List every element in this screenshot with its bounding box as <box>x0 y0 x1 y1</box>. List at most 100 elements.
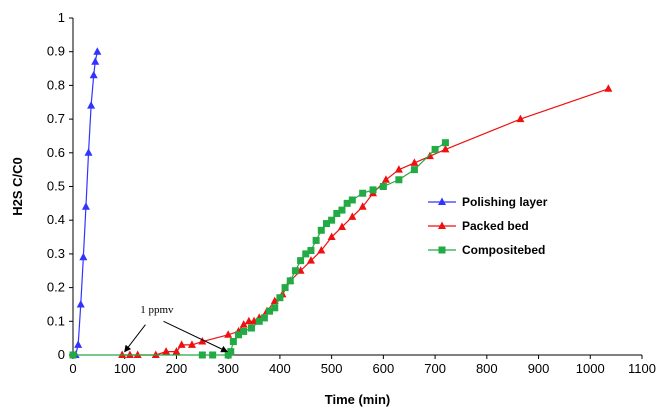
data-point <box>172 347 181 355</box>
annotation-arrow-1 <box>124 324 146 353</box>
series-line <box>75 51 98 356</box>
data-point <box>79 252 88 261</box>
data-point <box>74 340 83 348</box>
x-tick-label: 800 <box>476 361 498 376</box>
data-point <box>198 351 206 359</box>
data-point <box>177 340 186 348</box>
data-point <box>229 338 237 346</box>
y-tick-label: 0.9 <box>47 44 65 59</box>
y-tick-label: 0.5 <box>47 179 65 194</box>
data-point <box>441 144 450 153</box>
data-point <box>198 337 207 345</box>
x-tick-label: 900 <box>528 361 550 376</box>
data-point <box>260 314 268 322</box>
data-point <box>317 246 326 254</box>
data-point <box>76 299 85 308</box>
x-tick-label: 300 <box>217 361 239 376</box>
x-tick-label: 0 <box>69 361 76 376</box>
data-point <box>381 175 390 183</box>
data-point <box>187 340 196 348</box>
data-point <box>358 202 367 210</box>
data-point <box>244 316 253 325</box>
data-point <box>312 236 320 244</box>
data-point <box>359 189 367 197</box>
data-point <box>604 84 613 92</box>
y-tick-label: 1 <box>58 10 65 25</box>
data-point <box>286 277 294 285</box>
data-point <box>247 324 255 332</box>
data-point <box>209 351 217 359</box>
data-point <box>410 158 419 166</box>
legend: Polishing layer Packed bed Compositebed <box>428 195 548 257</box>
data-point <box>431 145 439 153</box>
y-tick-label: 0.2 <box>47 280 65 295</box>
data-point <box>516 114 525 123</box>
data-point <box>395 176 403 184</box>
y-tick-label: 0.3 <box>47 246 65 261</box>
data-point <box>297 257 305 265</box>
x-tick-label: 600 <box>373 361 395 376</box>
data-point <box>266 307 274 315</box>
data-point <box>89 70 98 79</box>
x-tick-label: 100 <box>114 361 136 376</box>
legend-label: Packed bed <box>462 219 529 233</box>
data-point <box>271 304 279 312</box>
y-tick-label: 0.8 <box>47 77 65 92</box>
y-axis-title: H2S C/C0 <box>10 157 25 216</box>
data-point <box>317 226 325 234</box>
data-point <box>343 199 351 207</box>
series-layer <box>69 47 613 359</box>
data-point <box>379 183 387 190</box>
data-point <box>151 350 160 358</box>
series-packed-bed <box>118 84 613 358</box>
x-axis-title: Time (min) <box>325 392 391 407</box>
data-point <box>337 222 346 230</box>
data-point <box>348 212 357 220</box>
data-point <box>84 148 93 156</box>
data-point <box>322 220 330 228</box>
data-point <box>410 166 418 174</box>
legend-entry: Packed bed <box>428 219 529 233</box>
x-tick-label: 200 <box>166 361 188 376</box>
y-tick-label: 0 <box>58 347 65 362</box>
annotation: 1 ppmv <box>124 304 229 353</box>
data-point <box>255 317 263 325</box>
legend-entry: Polishing layer <box>428 195 548 209</box>
data-point <box>81 202 90 210</box>
data-point <box>338 206 346 214</box>
data-point <box>270 296 279 305</box>
data-point <box>162 347 171 355</box>
data-point <box>302 250 310 258</box>
y-axis-ticks: 0 0.1 0.2 0.3 0.4 0.5 0.6 0.7 0.8 0.9 1 <box>47 10 73 362</box>
legend-marker <box>438 221 446 229</box>
x-tick-label: 1100 <box>628 361 656 376</box>
data-point <box>276 294 284 302</box>
y-tick-label: 0.1 <box>47 313 65 328</box>
data-point <box>307 247 315 255</box>
legend-entry: Compositebed <box>428 243 545 257</box>
y-tick-label: 0.7 <box>47 111 65 126</box>
series-polishing-layer <box>71 47 102 358</box>
y-tick-label: 0.6 <box>47 145 65 160</box>
data-point <box>291 267 299 275</box>
data-point <box>425 151 434 160</box>
data-point <box>369 186 377 194</box>
data-point <box>87 101 96 109</box>
data-point <box>281 284 289 292</box>
x-axis-ticks: 0 100 200 300 400 500 600 700 800 900 1000 1100 <box>69 355 656 376</box>
data-point <box>441 139 449 147</box>
legend-label: Compositebed <box>462 243 545 257</box>
data-point <box>240 327 248 335</box>
data-point <box>227 348 235 356</box>
data-point <box>133 350 142 358</box>
data-point <box>118 350 127 358</box>
x-tick-label: 700 <box>424 361 446 376</box>
plot-area: 0 100 200 300 400 500 600 700 800 900 1000 1100 0 0.… <box>47 10 656 376</box>
x-tick-label: 1000 <box>576 361 605 376</box>
data-point <box>91 57 100 65</box>
data-point <box>239 320 248 328</box>
data-point <box>394 165 403 173</box>
data-point <box>333 209 341 217</box>
legend-marker <box>438 246 446 254</box>
data-point <box>348 196 356 204</box>
